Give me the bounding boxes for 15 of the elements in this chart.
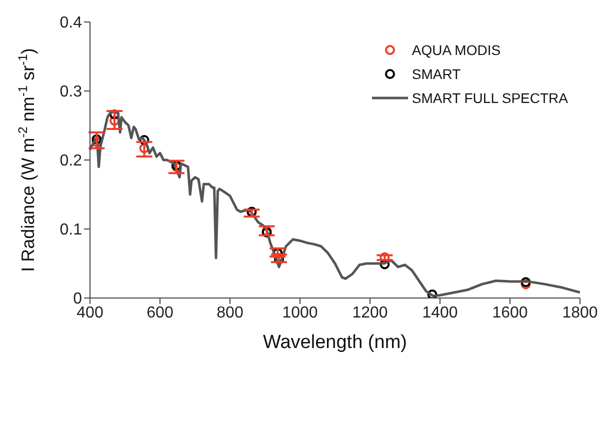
legend-label: SMART: [412, 66, 461, 82]
x-tick-label: 1800: [562, 304, 598, 322]
legend-label: AQUA MODIS: [412, 42, 501, 58]
x-tick-label: 1200: [352, 304, 388, 322]
y-tick-label: 0.4: [60, 14, 82, 32]
x-tick-label: 1000: [282, 304, 318, 322]
y-tick-label: 0.1: [60, 222, 82, 239]
x-tick-label: 800: [216, 304, 244, 322]
y-tick-label: 0.2: [60, 152, 82, 170]
y-tick-label: 0.3: [60, 84, 82, 101]
x-tick-label: 1400: [422, 304, 458, 322]
legend-label: SMART FULL SPECTRA: [412, 90, 568, 106]
x-tick-label: 1600: [492, 304, 528, 322]
x-tick-label: 600: [146, 304, 174, 322]
x-axis-title: Wavelength (nm): [263, 332, 407, 353]
